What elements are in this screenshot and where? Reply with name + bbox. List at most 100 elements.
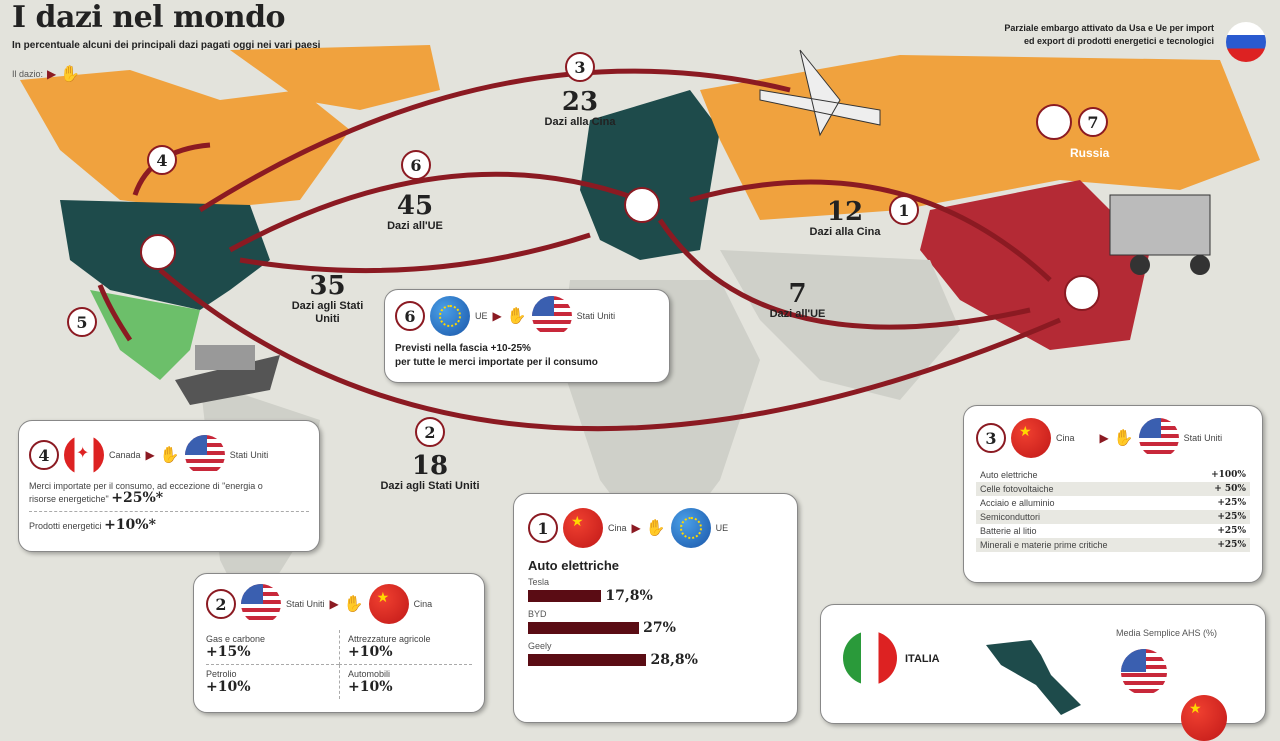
subtitle: In percentuale alcuni dei principali daz…: [12, 40, 321, 51]
box-italy: ITALIA Media Semplice AHS (%): [820, 604, 1266, 741]
map-label-45: 45 Dazi all'UE: [387, 191, 443, 232]
arrow-5: [97, 284, 133, 342]
from-label: Stati Uniti: [286, 599, 325, 609]
hand-stop-icon: ✋: [645, 520, 666, 537]
italy-flag-icon: [843, 631, 897, 685]
row-label: Acciaio e alluminio: [980, 498, 1055, 508]
arrow-icon: ▶: [145, 448, 155, 462]
bar: [528, 589, 601, 602]
item-label: Attrezzature agricole: [348, 634, 431, 644]
tariff-item: Automobili +10%: [339, 665, 472, 699]
italy-map-icon: [986, 640, 1081, 715]
row-value: +100%: [1211, 470, 1246, 480]
bar-value: 17,8%: [605, 588, 653, 604]
tariff-row: Batterie al litio +25%: [976, 524, 1250, 538]
box-text: Merci importate per il consumo, ad eccez…: [29, 481, 263, 504]
tariff-row: Auto elettriche +100%: [976, 468, 1250, 482]
tariff-row: Celle fotovoltaiche + 50%: [976, 482, 1250, 496]
row-value: +25%: [1217, 526, 1246, 536]
to-label: Stati Uniti: [576, 311, 616, 321]
tariff-row: Acciaio e alluminio +25%: [976, 496, 1250, 510]
arrow-7: [657, 218, 1031, 330]
item-label: Petrolio: [206, 669, 237, 679]
chart-heading: Auto elettriche: [528, 558, 620, 573]
ahs-label: Media Semplice AHS (%): [1116, 628, 1218, 638]
usa-flag-icon: [1121, 649, 1167, 695]
marker-2: 2: [415, 417, 445, 447]
to-label: Stati Uniti: [1183, 433, 1223, 443]
row-value: +25%: [1217, 540, 1246, 550]
bar-row: BYD 27%: [528, 609, 783, 637]
item-label: Automobili: [348, 669, 391, 679]
box-number: 4: [29, 440, 59, 470]
box-canada-usa: 4 Canada ▶ ✋ Stati Uniti Merci importate per…: [18, 420, 320, 552]
tariff-item: Petrolio +10%: [206, 665, 339, 699]
arrow-icon: ▶: [329, 597, 339, 611]
marker-5: 5: [67, 307, 97, 337]
bar: [528, 653, 647, 666]
legend: Il dazio: ▶ ✋: [12, 64, 80, 84]
bar-row: Geely 28,8%: [528, 641, 783, 669]
arrow-icon: ▶: [47, 67, 57, 81]
map-label-35: 35 Dazi agli Stati Uniti: [291, 271, 364, 325]
canada-flag-icon: [64, 435, 104, 475]
arrow-2: [158, 268, 1061, 432]
hand-stop-icon: ✋: [60, 66, 81, 83]
row-label: Batterie al litio: [980, 526, 1037, 536]
usa-flag-icon: [184, 435, 225, 475]
bar-label: Tesla: [528, 577, 550, 587]
land-europe: [580, 90, 720, 260]
usa-flag-icon: [1138, 418, 1179, 458]
map-label-18: 18 Dazi agli Stati Uniti: [380, 451, 480, 492]
arrow-6: [228, 171, 641, 253]
from-label: Cina: [608, 523, 627, 533]
land-canada: [20, 70, 350, 210]
cargo-ship-icon: [175, 345, 280, 405]
item-value: +15%: [206, 644, 251, 660]
map-label-7: 7 Dazi all'UE: [769, 279, 826, 320]
bar-value: 27%: [643, 620, 676, 636]
map-label-12: 12 Dazi alla Cina: [809, 197, 881, 238]
russia-flag-icon: [1226, 22, 1266, 62]
tariff-row: Semiconduttori +25%: [976, 510, 1250, 524]
row-label: Minerali e materie prime critiche: [980, 540, 1108, 550]
item-value: +10%: [348, 679, 393, 695]
arrow-1: [689, 179, 1052, 282]
tariff-icon-russia: [1036, 104, 1072, 140]
from-label: Canada: [109, 450, 141, 460]
bar-label: BYD: [528, 609, 547, 619]
box-china-eu: 1 Cina ▶ ✋ UE Auto elettriche Tesla 17,8% BYD…: [513, 493, 798, 723]
airplane-icon: [759, 49, 881, 137]
usa-flag-icon: [241, 584, 281, 624]
box-text-2: Prodotti energetici: [29, 521, 102, 531]
row-value: +25%: [1217, 512, 1246, 522]
eu-flag-icon: [670, 508, 711, 548]
hand-stop-icon: ✋: [343, 596, 364, 613]
italy-label: ITALIA: [905, 653, 940, 665]
embargo-note: Parziale embargo attivato da Usa e Ue pe…: [1004, 23, 1214, 46]
land-russia: [700, 55, 1260, 220]
box-number: 3: [976, 423, 1006, 453]
bar: [528, 621, 639, 634]
item-value: +10%: [348, 644, 393, 660]
hand-stop-icon: ✋: [1113, 430, 1134, 447]
tariff-item: Gas e carbone +15%: [206, 630, 339, 665]
box-value-2: +10%*: [104, 517, 156, 533]
marker-7: 7: [1078, 107, 1108, 137]
box-number: 2: [206, 589, 236, 619]
box-eu-usa: 6 UE ▶ ✋ Stati Uniti Previsti nella fascia +…: [384, 289, 670, 383]
china-flag-icon: [1011, 418, 1051, 458]
arrow-icon: ▶: [631, 521, 641, 535]
land-greenland: [230, 45, 440, 110]
tariff-icon-usa: [140, 234, 176, 270]
row-label: Auto elettriche: [980, 470, 1038, 480]
bar-row: Tesla 17,8%: [528, 577, 783, 605]
china-flag-icon: [1181, 695, 1227, 741]
box-number: 6: [395, 301, 425, 331]
map-label-23: 23 Dazi alla Cina: [544, 87, 616, 128]
usa-flag-icon: [531, 296, 572, 336]
marker-4: 4: [147, 145, 177, 175]
box-number: 1: [528, 513, 558, 543]
arrow-icon: ▶: [492, 309, 502, 323]
